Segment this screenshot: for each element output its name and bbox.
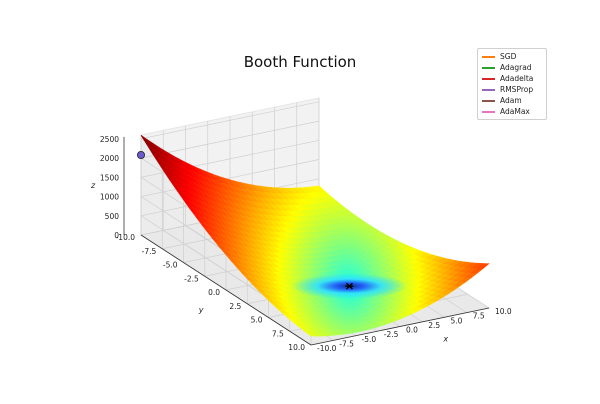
y-axis-line — [140, 234, 312, 346]
y-tick-label: 0.0 — [208, 288, 220, 297]
y-tick-label: 2.5 — [229, 302, 241, 311]
minimum-point — [345, 282, 354, 290]
x-tick-label: -5.0 — [362, 335, 377, 344]
surface-patch — [476, 263, 490, 269]
legend-label: Adadelta — [500, 74, 534, 83]
y-tick-label: 7.5 — [272, 329, 284, 338]
legend-line-swatch — [482, 88, 495, 91]
y-tick-label: -2.5 — [184, 274, 199, 283]
x-tick-label: 7.5 — [473, 312, 485, 321]
legend: SGD Adagrad Adadelta RMSProp Adam AdaMax — [477, 48, 547, 120]
legend-label: Adam — [500, 96, 522, 105]
start-point — [136, 150, 145, 159]
legend-label: SGD — [500, 52, 517, 61]
x-tick-label: -2.5 — [384, 330, 399, 339]
x-axis-label: x — [442, 335, 448, 344]
legend-line-swatch — [482, 55, 495, 58]
legend-item: Adam — [482, 95, 542, 106]
legend-item: Adadelta — [482, 73, 542, 84]
x-tick-label: 5.0 — [451, 316, 463, 325]
legend-item: Adagrad — [482, 62, 542, 73]
chart-title: Booth Function — [243, 53, 357, 71]
x-tick-label: 0.0 — [406, 326, 418, 335]
legend-line-swatch — [482, 66, 495, 69]
y-tick-label: -10.0 — [116, 233, 136, 242]
z-tick-label: 1500 — [100, 173, 119, 182]
z-tick-label: 1000 — [100, 193, 119, 202]
x-tick-label: -10.0 — [317, 344, 337, 353]
legend-label: RMSProp — [500, 85, 534, 94]
x-axis-line — [310, 307, 490, 346]
legend-item: SGD — [482, 51, 542, 62]
legend-line-swatch — [482, 99, 495, 102]
legend-item: RMSProp — [482, 84, 542, 95]
z-tick-label: 2500 — [100, 135, 119, 144]
legend-label: Adagrad — [500, 63, 532, 72]
z-axis-label: z — [90, 181, 96, 190]
y-tick-label: -7.5 — [142, 247, 157, 256]
legend-item: AdaMax — [482, 106, 542, 117]
x-tick-label: 2.5 — [428, 321, 440, 330]
z-tick-label: 2000 — [100, 154, 119, 163]
legend-label: AdaMax — [500, 107, 530, 116]
y-tick-label: 5.0 — [251, 316, 263, 325]
z-tick-label: 500 — [105, 212, 120, 221]
y-tick-label: -5.0 — [163, 261, 178, 270]
y-tick-label: 10.0 — [288, 343, 305, 352]
y-axis-label: y — [198, 305, 204, 314]
x-tick-label: 10.0 — [495, 307, 512, 316]
x-tick-label: -7.5 — [339, 339, 354, 348]
z-tick-label: 0 — [114, 231, 119, 240]
legend-line-swatch — [482, 77, 495, 80]
legend-line-swatch — [482, 110, 495, 113]
